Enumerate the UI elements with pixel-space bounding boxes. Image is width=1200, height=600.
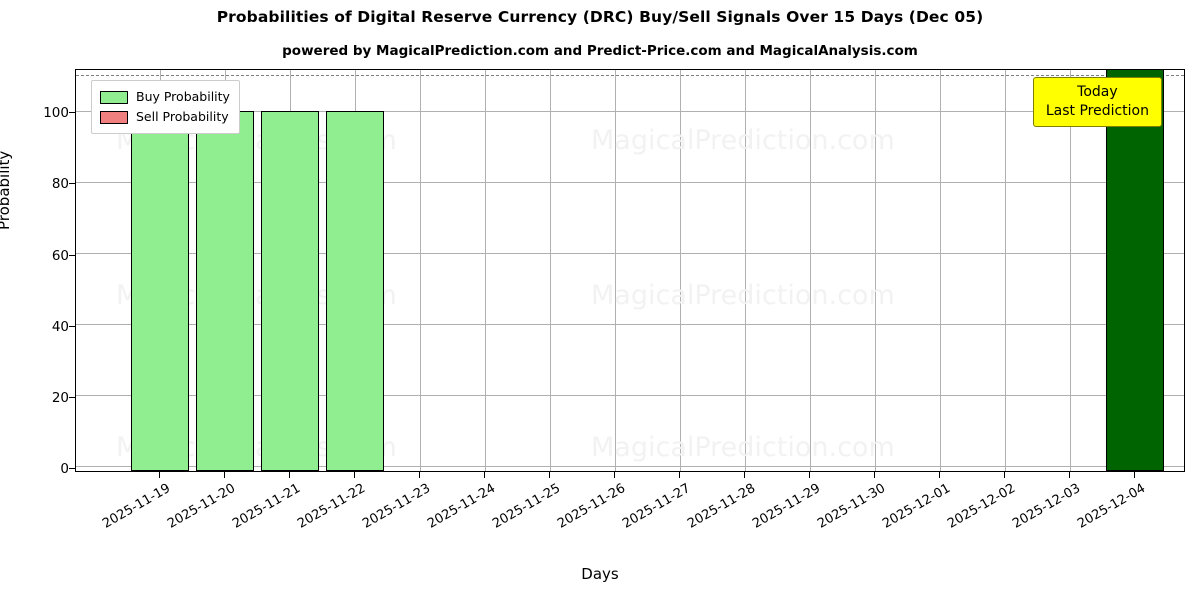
today-annotation-line2: Last Prediction: [1045, 103, 1149, 119]
x-tick-label-5: 2025-11-24: [425, 481, 499, 532]
threshold-line: [76, 75, 1184, 77]
legend-label-sell: Sell Probability: [136, 109, 229, 124]
gridline-x-4: [420, 70, 421, 471]
y-tick-mark-40: [69, 326, 75, 327]
y-tick-label-20: 20: [51, 390, 69, 406]
gridline-x-11: [875, 70, 876, 471]
x-tick-label-1: 2025-11-20: [165, 481, 239, 532]
x-tick-mark-13: [1004, 472, 1005, 478]
gridline-x-5: [485, 70, 486, 471]
bar-buy-2025-11-19[interactable]: [131, 111, 189, 471]
gridline-x-9: [745, 70, 746, 471]
x-tick-mark-5: [484, 472, 485, 478]
bar-today-2025-12-04[interactable]: [1106, 70, 1164, 471]
gridline-y-0: [76, 466, 1184, 468]
x-tick-label-8: 2025-11-27: [620, 481, 694, 532]
x-tick-mark-0: [159, 472, 160, 478]
legend: Buy Probability Sell Probability: [91, 80, 240, 134]
chart-subtitle: powered by MagicalPrediction.com and Pre…: [282, 43, 918, 59]
x-tick-mark-12: [939, 472, 940, 478]
gridline-x-14: [1070, 70, 1071, 471]
x-tick-label-9: 2025-11-28: [685, 481, 759, 532]
legend-label-buy: Buy Probability: [136, 89, 230, 104]
legend-item-buy: Buy Probability: [100, 87, 230, 107]
legend-item-sell: Sell Probability: [100, 107, 230, 127]
x-tick-mark-3: [354, 472, 355, 478]
x-tick-label-3: 2025-11-22: [295, 481, 369, 532]
x-tick-mark-14: [1069, 472, 1070, 478]
x-tick-label-6: 2025-11-25: [490, 481, 564, 532]
gridline-x-12: [940, 70, 941, 471]
x-tick-mark-7: [614, 472, 615, 478]
y-tick-label-40: 40: [51, 319, 69, 335]
gridline-y-40: [76, 324, 1184, 325]
bar-buy-2025-11-20[interactable]: [196, 111, 254, 471]
y-tick-mark-20: [69, 397, 75, 398]
y-tick-label-60: 60: [51, 248, 69, 264]
bar-buy-2025-11-22[interactable]: [326, 111, 384, 471]
watermark-text: MagicalPrediction.com: [591, 280, 895, 311]
plot-area: MagicalAnalysis.com MagicalPrediction.co…: [75, 69, 1185, 472]
gridline-y-20: [76, 395, 1184, 397]
x-tick-label-7: 2025-11-26: [555, 481, 629, 532]
gridline-y-100: [76, 110, 1184, 112]
y-tick-mark-60: [69, 255, 75, 256]
today-annotation: Today Last Prediction: [1032, 77, 1162, 127]
x-tick-label-0: 2025-11-19: [100, 481, 174, 532]
x-tick-label-12: 2025-12-01: [880, 481, 954, 532]
x-tick-mark-1: [224, 472, 225, 478]
x-axis-label: Days: [581, 565, 619, 583]
x-tick-mark-2: [289, 472, 290, 478]
today-annotation-line1: Today: [1077, 84, 1118, 100]
gridline-x-8: [680, 70, 681, 471]
y-tick-label-80: 80: [51, 176, 69, 192]
gridline-y-80: [76, 181, 1184, 183]
y-tick-mark-0: [69, 468, 75, 469]
legend-swatch-buy-icon: [100, 90, 128, 104]
gridline-x-13: [1005, 70, 1006, 471]
x-tick-label-11: 2025-11-30: [815, 481, 889, 532]
gridline-y-60: [76, 252, 1184, 254]
watermark-text: MagicalPrediction.com: [591, 125, 895, 156]
y-tick-mark-100: [69, 112, 75, 113]
watermark-text: MagicalPrediction.com: [591, 432, 895, 463]
gridline-x-10: [810, 70, 811, 471]
gridline-x-6: [550, 70, 551, 471]
y-tick-mark-80: [69, 183, 75, 184]
x-tick-label-15: 2025-12-04: [1075, 481, 1149, 532]
legend-swatch-sell-icon: [100, 110, 128, 124]
x-tick-mark-15: [1134, 472, 1135, 478]
x-tick-label-4: 2025-11-23: [360, 481, 434, 532]
x-tick-label-10: 2025-11-29: [750, 481, 824, 532]
x-tick-mark-4: [419, 472, 420, 478]
y-tick-label-100: 100: [43, 105, 69, 121]
x-tick-mark-8: [679, 472, 680, 478]
x-tick-mark-6: [549, 472, 550, 478]
page-title: Probabilities of Digital Reserve Currenc…: [216, 8, 984, 26]
x-tick-label-13: 2025-12-02: [945, 481, 1019, 532]
gridline-x-7: [615, 70, 616, 471]
x-tick-mark-9: [744, 472, 745, 478]
x-tick-mark-10: [809, 472, 810, 478]
x-tick-mark-11: [874, 472, 875, 478]
bar-buy-2025-11-21[interactable]: [261, 111, 319, 471]
x-tick-label-2: 2025-11-21: [230, 481, 304, 532]
y-tick-label-0: 0: [60, 461, 69, 477]
x-tick-label-14: 2025-12-03: [1010, 481, 1084, 532]
